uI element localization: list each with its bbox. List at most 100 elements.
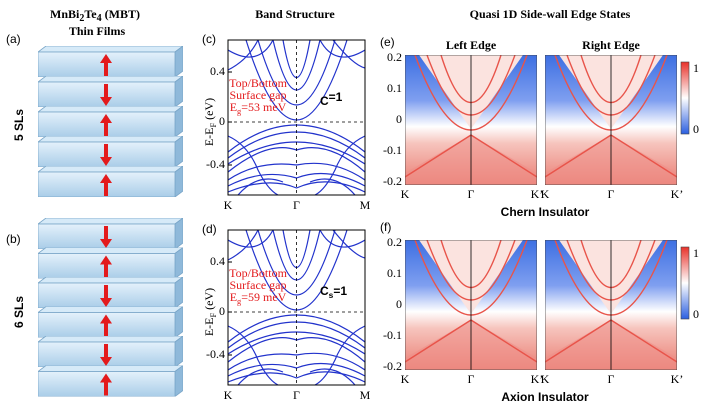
panel-label: (d) [202,222,217,236]
colorbar-label: 0 [693,307,699,321]
y-tick-label: -0.2 [383,359,402,373]
y-tick-label: -0.4 [206,347,225,361]
text-part: F [209,123,218,128]
text-part: g [237,107,242,116]
text-part: E [230,100,237,114]
x-tick-label: K’ [531,187,544,201]
text-part: F [209,313,218,318]
slab [38,218,183,249]
x-tick-label: M [360,388,371,402]
x-tick-label: K [401,187,410,201]
caption: Axion Insulator [501,390,589,404]
y-tick-label: 0.4 [210,254,225,268]
sub-text: Cs=1 [320,284,347,300]
colorbar [680,246,690,320]
t: 4 [97,13,102,24]
text-part: =53 meV [241,100,286,114]
slab [38,136,183,167]
x-tick-label: M [360,198,371,212]
plot-frame [227,39,366,196]
x-tick-label: K’ [671,187,684,201]
annotation: Surface gap [230,278,287,292]
colorbar-label: 0 [693,122,699,136]
y-tick-label: 0.2 [387,235,402,249]
es-title: Quasi 1D Side-wall Edge States [470,7,631,21]
text-part: E-E [202,318,216,337]
band-panels: (c)0.40-0.4K Γ ME-EF (eV)Top/BottomSurface… [202,32,371,402]
map-title: Right Edge [582,38,640,52]
t: (MBT) [102,7,140,21]
annotation: Top/Bottom [229,76,287,90]
x-tick-label: Γ [468,372,475,386]
text-part: C [320,284,329,298]
mbt-title: MnBi2Te4 (MBT) [50,7,140,25]
bands [228,40,365,195]
slab-stacks [38,46,183,397]
y-tick-label: 0.1 [387,266,402,280]
text-part: E-E [202,128,216,147]
colorbar-label: 1 [693,246,699,260]
sub-text: E-EF (eV) [202,288,218,336]
t: 2 [79,13,84,24]
heatmap [405,240,537,370]
x-tick-label: K [401,372,410,386]
panel-label: (b) [6,232,21,246]
y-tick-label: -0.2 [383,174,402,188]
bs-title: Band Structure [255,7,335,21]
y-tick-label: 0 [219,114,225,128]
x-tick-label: K’ [671,372,684,386]
x-tick-label: K [224,198,233,212]
y-tick-label: -0.1 [383,143,402,157]
text-part: =59 meV [241,290,286,304]
y-tick-label: 0.2 [387,50,402,64]
colorbar-label: 1 [693,61,699,75]
text-part: (eV) [202,98,216,123]
x-tick-label: Γ [293,388,300,402]
panel-label: (c) [202,32,216,46]
annotation: Top/Bottom [229,266,287,280]
slab [38,277,183,308]
sub-text: Eg=59 meV [230,290,287,306]
text-part: s [329,290,334,300]
t: Te [84,7,97,21]
y-tick-label: 0.1 [387,81,402,95]
sub-text: E-EF (eV) [202,98,218,146]
subtitle: Thin Films [69,24,126,38]
heatmap [405,55,537,185]
y-tick-label: 0 [396,297,402,311]
text-part: (eV) [202,288,216,313]
y-tick-label: 0 [219,304,225,318]
y-tick-label: -0.1 [383,328,402,342]
sl-label: 6 SLs [12,296,26,328]
text-part: C [320,94,329,108]
annotation: Surface gap [230,88,287,102]
panel-label: (f) [380,220,391,234]
y-tick-label: 0 [396,112,402,126]
t: MnBi [50,7,80,21]
x-tick-label: K’ [531,372,544,386]
colorbar [680,61,690,135]
y-tick-label: 0.4 [210,64,225,78]
slab [38,76,183,107]
x-tick-label: Γ [468,187,475,201]
y-tick-label: -0.4 [206,157,225,171]
text-part: g [237,297,242,306]
slab [38,336,183,367]
x-tick-label: Γ [293,198,300,212]
panel-label: (e) [380,35,395,49]
caption: Chern Insulator [501,205,590,219]
text-part: =1 [329,90,343,104]
panel-label: (a) [6,32,21,46]
heatmap [545,55,677,185]
x-tick-label: K [541,187,550,201]
heatmap [545,240,677,370]
text-part: E [230,290,237,304]
x-tick-label: Γ [608,372,615,386]
map-title: Left Edge [446,38,497,52]
text-part: =1 [333,284,347,298]
x-tick-label: K [541,372,550,386]
sub-text: Eg=53 meV [230,100,287,116]
